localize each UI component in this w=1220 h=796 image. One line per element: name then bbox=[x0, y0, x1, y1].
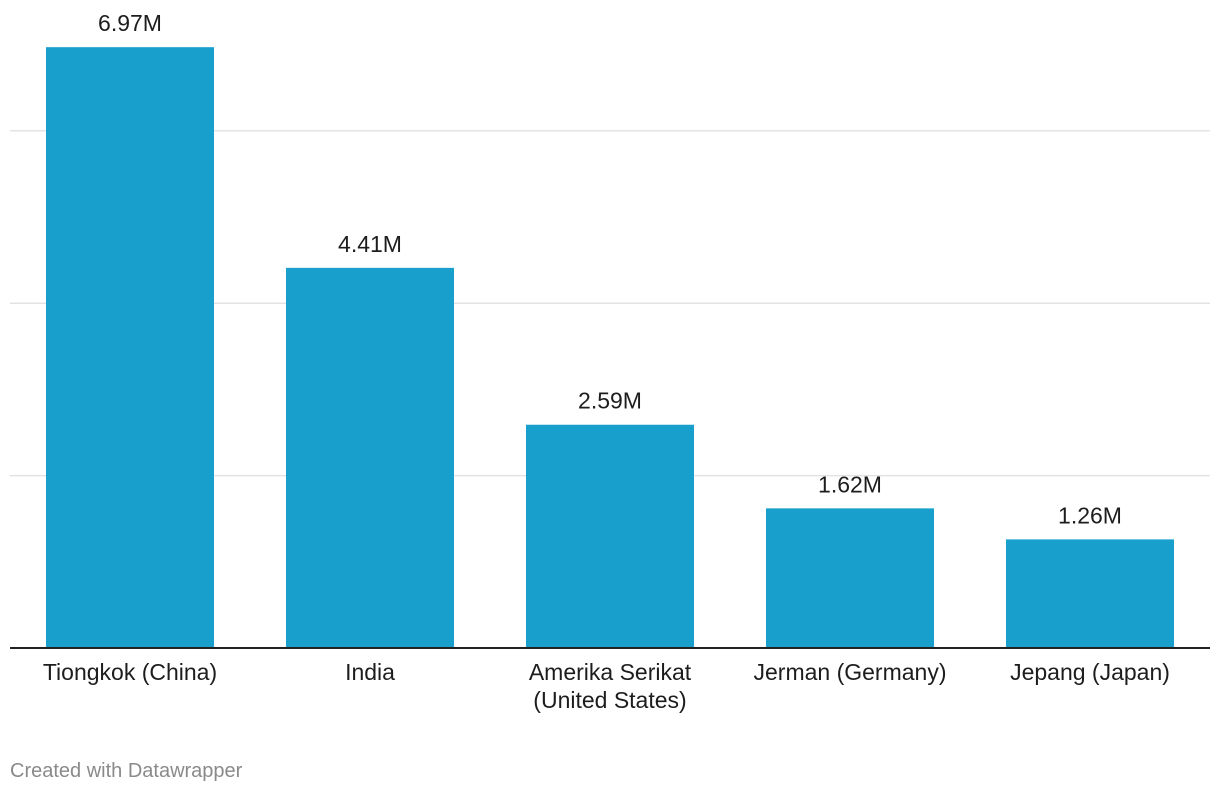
bar bbox=[766, 508, 934, 648]
bar bbox=[526, 424, 694, 648]
category-label-line: (United States) bbox=[533, 687, 686, 713]
category-label: Jerman (Germany) bbox=[754, 659, 947, 685]
category-labels: Tiongkok (China) India Amerika Serikat (Uni… bbox=[43, 659, 1170, 713]
category-label: Amerika Serikat (United States) bbox=[529, 659, 692, 713]
category-label-line: Amerika Serikat bbox=[529, 659, 692, 685]
category-label-line: Jepang (Japan) bbox=[1010, 659, 1170, 685]
value-label: 1.62M bbox=[818, 471, 882, 497]
value-label: 4.41M bbox=[338, 231, 402, 257]
bar bbox=[1006, 539, 1174, 648]
bar bbox=[46, 47, 214, 649]
credit-text: Created with Datawrapper bbox=[10, 760, 243, 782]
category-label: Jepang (Japan) bbox=[1010, 659, 1170, 685]
category-label-line: Tiongkok (China) bbox=[43, 659, 217, 685]
value-label: 1.26M bbox=[1058, 502, 1122, 528]
bars bbox=[46, 47, 1174, 649]
value-labels: 6.97M 4.41M 2.59M 1.62M 1.26M bbox=[98, 10, 1122, 528]
value-label: 6.97M bbox=[98, 10, 162, 36]
bar bbox=[286, 267, 454, 648]
bar-chart: 6.97M 4.41M 2.59M 1.62M 1.26M Tiongkok (Chin… bbox=[10, 10, 1210, 713]
category-label: Tiongkok (China) bbox=[43, 659, 217, 685]
category-label-line: India bbox=[345, 659, 395, 685]
category-label: India bbox=[345, 659, 395, 685]
category-label-line: Jerman (Germany) bbox=[754, 659, 947, 685]
value-label: 2.59M bbox=[578, 388, 642, 414]
